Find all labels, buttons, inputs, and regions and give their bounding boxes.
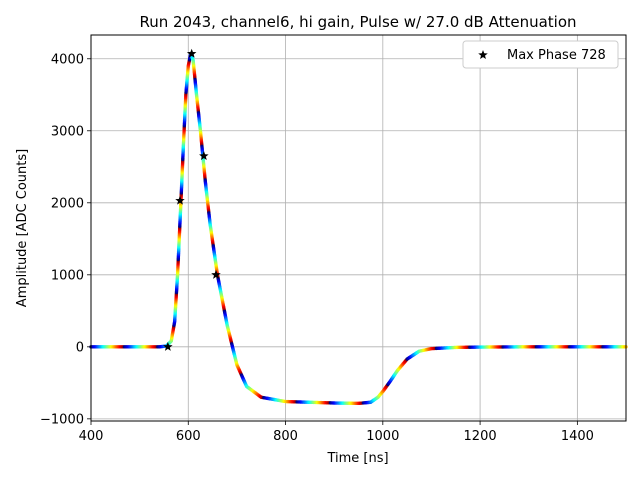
x-tick-label: 1000 (366, 429, 399, 444)
max-phase-point (175, 195, 185, 205)
pulse-scatter-series (89, 52, 628, 406)
x-tick-label: 1200 (464, 429, 497, 444)
legend-entry-max-phase: Max Phase 728 (507, 48, 606, 63)
y-axis-label: Amplitude [ADC Counts] (15, 149, 30, 307)
chart-title: Run 2043, channel6, hi gain, Pulse w/ 27… (139, 13, 576, 31)
max-phase-point (163, 341, 173, 351)
max-phase-series (163, 48, 221, 351)
x-tick-label: 400 (79, 429, 104, 444)
legend-star-marker (478, 50, 488, 60)
x-tick-label: 800 (273, 429, 298, 444)
y-tick-label: 4000 (51, 52, 84, 67)
x-tick-label: 600 (176, 429, 201, 444)
x-axis-ticks: 400 600 800 1000 1200 1400 (79, 421, 594, 444)
y-tick-label: 1000 (51, 268, 84, 283)
grid-lines (90, 35, 626, 421)
legend-box (462, 40, 619, 69)
y-tick-label: 0 (76, 340, 84, 355)
max-phase-point (186, 48, 197, 58)
plot-frame (90, 34, 627, 422)
y-tick-label: 3000 (51, 124, 84, 139)
legend: Max Phase 728 (462, 40, 619, 69)
max-phase-point (199, 150, 209, 161)
y-tick-label: −1000 (40, 412, 84, 427)
y-tick-label: 2000 (51, 196, 84, 211)
y-axis-ticks: −1000 0 1000 2000 3000 4000 (40, 52, 91, 427)
max-phase-point (211, 269, 221, 279)
x-tick-label: 1400 (561, 429, 594, 444)
x-axis-label: Time [ns] (326, 451, 388, 466)
legend-star-icon (478, 50, 488, 60)
